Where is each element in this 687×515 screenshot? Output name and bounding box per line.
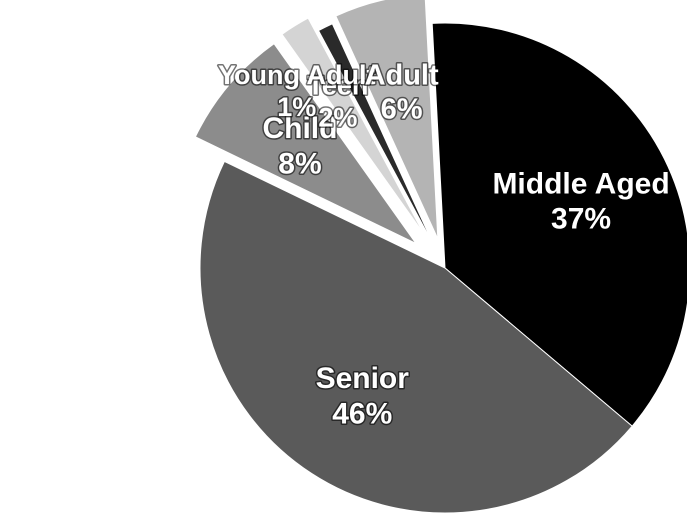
slice-percent-label: 6% bbox=[381, 94, 423, 126]
pie-labels: Middle Aged 37%Senior 46%Child 8%Teen 2%Youn… bbox=[217, 58, 672, 432]
slice-label-adult: Adult 6% bbox=[365, 59, 439, 125]
slice-category-label: Adult bbox=[365, 59, 439, 91]
slice-label-child: Child 8% bbox=[262, 112, 337, 180]
slice-label-senior: Senior 46% bbox=[316, 362, 410, 430]
pie-slice-teen bbox=[281, 17, 425, 235]
slice-label-young-adult: Young Adult 1% bbox=[218, 60, 375, 122]
slice-category-label: Teen bbox=[307, 70, 368, 100]
pie-slice-middle-aged bbox=[431, 22, 687, 427]
slice-percent-label: 1% bbox=[277, 92, 316, 122]
pie-slice-adult bbox=[335, 0, 439, 240]
slice-percent-label: 37% bbox=[551, 203, 611, 236]
slice-label-middle-aged: Middle Aged 37% bbox=[492, 167, 669, 235]
pie-slice-senior bbox=[199, 160, 633, 514]
slice-percent-label: 8% bbox=[278, 148, 321, 181]
slice-category-label: Young Adult bbox=[218, 60, 375, 90]
pie-slices bbox=[194, 0, 687, 514]
slice-category-label: Child bbox=[262, 112, 337, 145]
slice-label-teen: Teen 2% bbox=[307, 70, 368, 132]
pie-slice-child bbox=[194, 43, 417, 244]
slice-percent-label: 46% bbox=[332, 398, 392, 431]
slice-percent-label: 2% bbox=[318, 102, 357, 132]
slice-category-label: Middle Aged bbox=[492, 167, 669, 200]
slice-category-label: Senior bbox=[316, 362, 410, 395]
pie-slice-young-adult bbox=[317, 23, 435, 247]
